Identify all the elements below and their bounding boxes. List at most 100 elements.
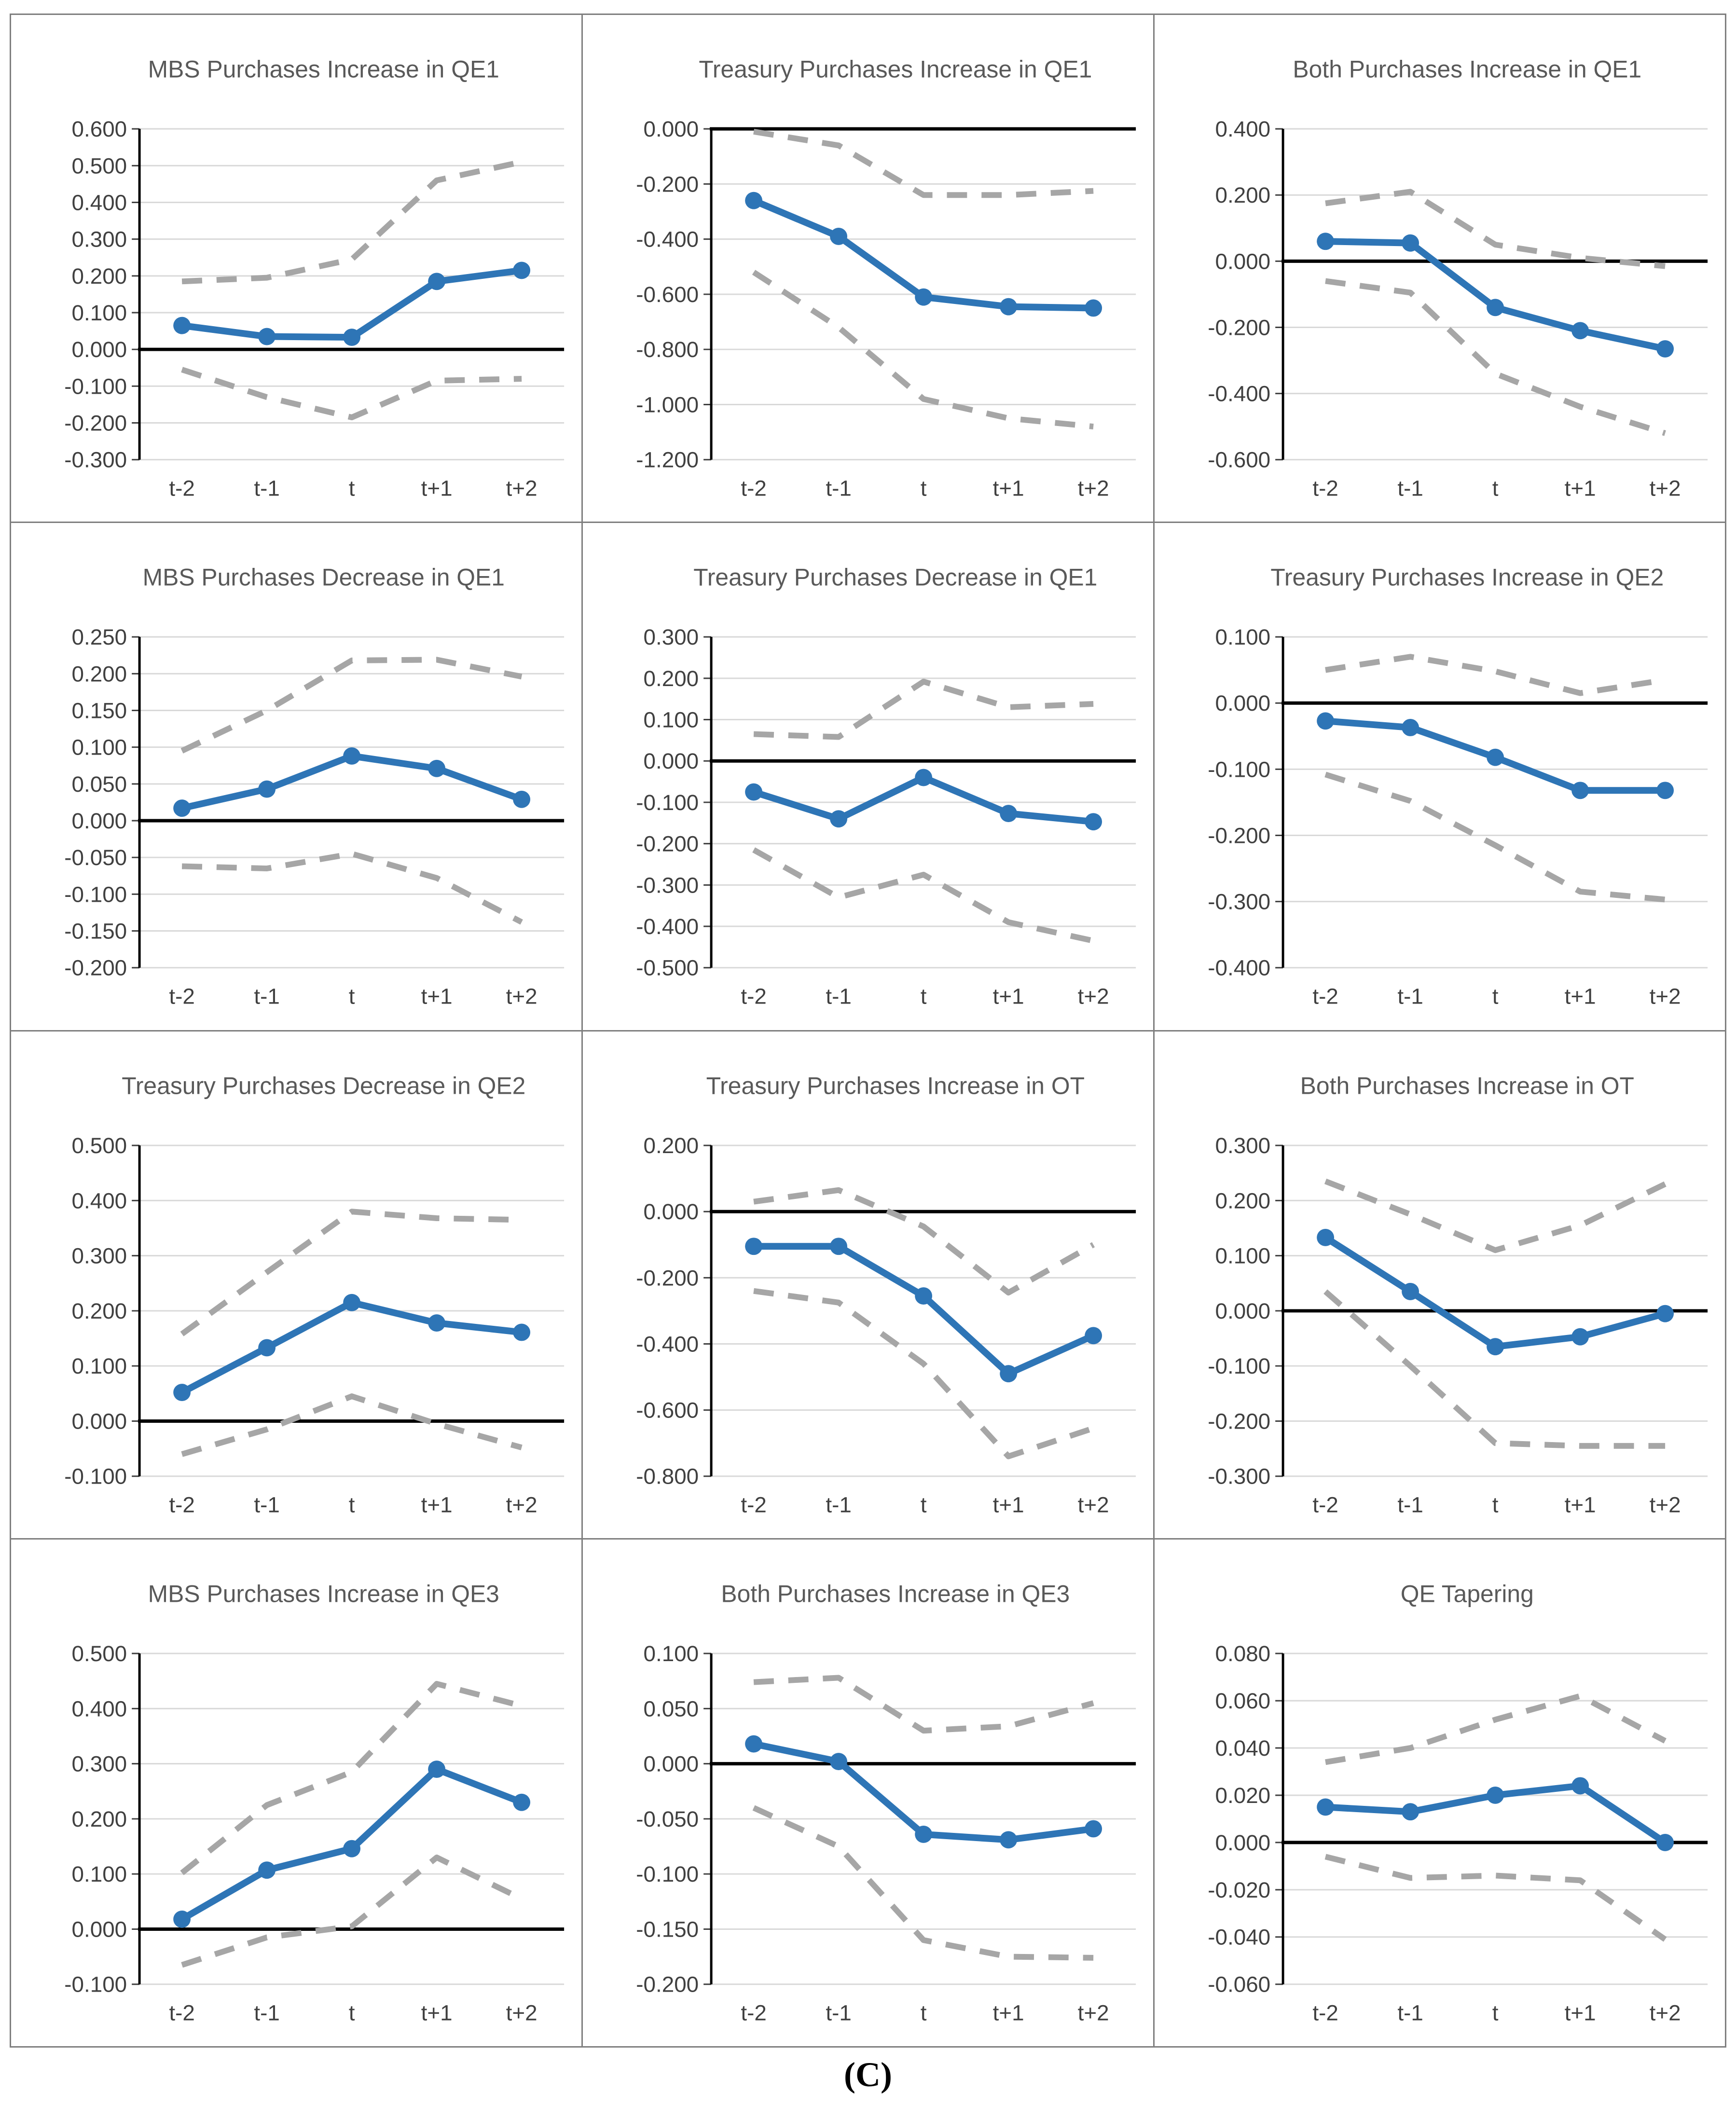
y-tick-label: -0.500 [636, 956, 699, 980]
y-tick-label: -0.040 [1208, 1925, 1270, 1949]
lower-band-line [753, 1288, 1094, 1459]
chart-grid: 0.600 0.500 0.400 0.300 0.200 0.100 0.000 -0.10… [10, 14, 1726, 2048]
y-tick-label: -1.200 [636, 448, 699, 472]
estimate-marker [830, 810, 848, 828]
x-tick-label: t [1492, 1492, 1499, 1517]
y-tick-label: 0.200 [71, 1807, 127, 1831]
estimate-marker [1317, 712, 1335, 730]
x-tick-label: t-2 [1312, 1492, 1338, 1517]
estimate-line [1322, 238, 1669, 353]
x-tick-label: t-1 [1397, 2000, 1423, 2025]
chart-title: MBS Purchases Increase in QE1 [148, 56, 499, 83]
upper-band-line [753, 1187, 1095, 1295]
x-tick-label: t+1 [421, 476, 453, 500]
chart-panel: 0.100 0.000 -0.100 -0.200 -0.300 -0.400 t-2 t-1… [1155, 523, 1726, 1032]
estimate-marker [1487, 749, 1504, 766]
chart-title: MBS Purchases Decrease in QE1 [143, 564, 505, 591]
chart-canvas: 0.600 0.500 0.400 0.300 0.200 0.100 0.000 -0.10… [64, 56, 565, 500]
estimate-marker [1000, 805, 1018, 823]
y-tick-label: -0.200 [64, 411, 127, 435]
y-tick-label: -0.800 [636, 337, 699, 362]
estimate-marker [745, 192, 763, 209]
estimate-marker [1317, 233, 1335, 250]
y-tick-label: -0.150 [64, 919, 127, 944]
lower-band-line [181, 367, 522, 421]
x-tick-label: t+2 [506, 984, 537, 1009]
y-tick-label: 0.400 [71, 1696, 127, 1721]
y-tick-label: -0.100 [636, 790, 699, 815]
y-tick-label: -0.100 [64, 1972, 127, 1996]
x-tick-label: t-2 [741, 2000, 766, 2025]
y-tick-label: 0.100 [71, 735, 127, 760]
x-tick-label: t [1492, 2000, 1499, 2025]
estimate-marker [915, 1825, 933, 1843]
x-tick-label: t+2 [1078, 476, 1109, 500]
y-tick-label: -0.100 [1208, 1354, 1270, 1378]
chart-panel: 0.400 0.200 0.000 -0.200 -0.400 -0.600 t-2 t-1 t… [1155, 15, 1726, 523]
y-tick-label: -0.600 [636, 1398, 699, 1422]
chart-title: Both Purchases Increase in QE3 [721, 1580, 1070, 1607]
x-tick-label: t-2 [741, 1492, 766, 1517]
y-tick-label: 0.300 [71, 227, 127, 252]
chart-canvas: 0.080 0.060 0.040 0.020 0.000 -0.020 -0.040 -0.… [1208, 1580, 1708, 2025]
estimate-marker [1000, 298, 1018, 316]
x-tick-label: t [921, 984, 927, 1009]
estimate-marker [258, 1861, 276, 1879]
y-tick-label: 0.200 [71, 662, 127, 687]
y-tick-label: 0.000 [643, 1751, 699, 1776]
x-tick-label: t+1 [993, 1492, 1024, 1517]
y-tick-label: 0.000 [1215, 249, 1270, 274]
estimate-marker [1402, 1803, 1419, 1820]
x-tick-label: t [1492, 984, 1499, 1009]
estimate-marker [173, 1910, 191, 1928]
upper-band-line [180, 1680, 523, 1875]
x-tick-label: t-2 [169, 476, 194, 500]
x-tick-label: t+1 [1565, 1492, 1596, 1517]
y-tick-label: 0.200 [1215, 183, 1270, 207]
y-tick-label: -0.600 [1208, 448, 1270, 472]
y-tick-label: -0.060 [1208, 1972, 1270, 1996]
x-tick-label: t+1 [993, 984, 1024, 1009]
y-tick-label: -0.300 [64, 448, 127, 472]
y-tick-label: 0.100 [1215, 1243, 1270, 1268]
y-tick-label: -0.200 [636, 832, 699, 856]
x-tick-label: t-1 [826, 2000, 851, 2025]
estimate-marker [428, 273, 446, 290]
estimate-marker [1085, 1820, 1102, 1838]
y-tick-label: 0.200 [71, 264, 127, 289]
chart-panel: 0.300 0.200 0.100 0.000 -0.100 -0.200 -0.300 t-… [1155, 1031, 1726, 1540]
x-tick-label: t+1 [421, 1492, 453, 1517]
estimate-marker [830, 228, 848, 245]
estimate-marker [915, 769, 933, 786]
y-tick-label: -0.800 [636, 1464, 699, 1488]
estimate-line [1322, 1234, 1669, 1350]
estimate-marker [258, 780, 276, 798]
y-tick-label: -0.100 [1208, 757, 1270, 782]
y-tick-label: -0.300 [1208, 890, 1270, 914]
x-tick-label: t+2 [1078, 984, 1109, 1009]
upper-band-line [1325, 1693, 1667, 1765]
estimate-marker [1656, 1305, 1674, 1322]
y-tick-label: -0.200 [1208, 1409, 1270, 1433]
x-tick-label: t-1 [1397, 984, 1423, 1009]
x-tick-label: t [921, 2000, 927, 2025]
x-tick-label: t+2 [506, 1492, 537, 1517]
y-tick-label: 0.100 [1215, 625, 1270, 649]
x-tick-label: t [1492, 476, 1499, 500]
y-tick-label: -0.100 [64, 882, 127, 907]
estimate-marker [745, 1735, 763, 1753]
y-tick-label: -0.200 [636, 1972, 699, 1996]
estimate-marker [1571, 1328, 1589, 1346]
y-tick-label: -0.100 [64, 374, 127, 399]
x-tick-label: t+2 [506, 2000, 537, 2025]
estimate-marker [1402, 1282, 1419, 1300]
estimate-marker [830, 1237, 848, 1255]
estimate-line [179, 1299, 525, 1396]
estimate-line [750, 1740, 1097, 1844]
estimate-marker [513, 1323, 531, 1341]
x-tick-label: t+2 [1650, 2000, 1681, 2025]
x-tick-label: t+1 [1565, 2000, 1596, 2025]
estimate-marker [343, 1840, 361, 1857]
estimate-marker [1487, 1786, 1504, 1804]
y-tick-label: -0.400 [636, 914, 699, 939]
